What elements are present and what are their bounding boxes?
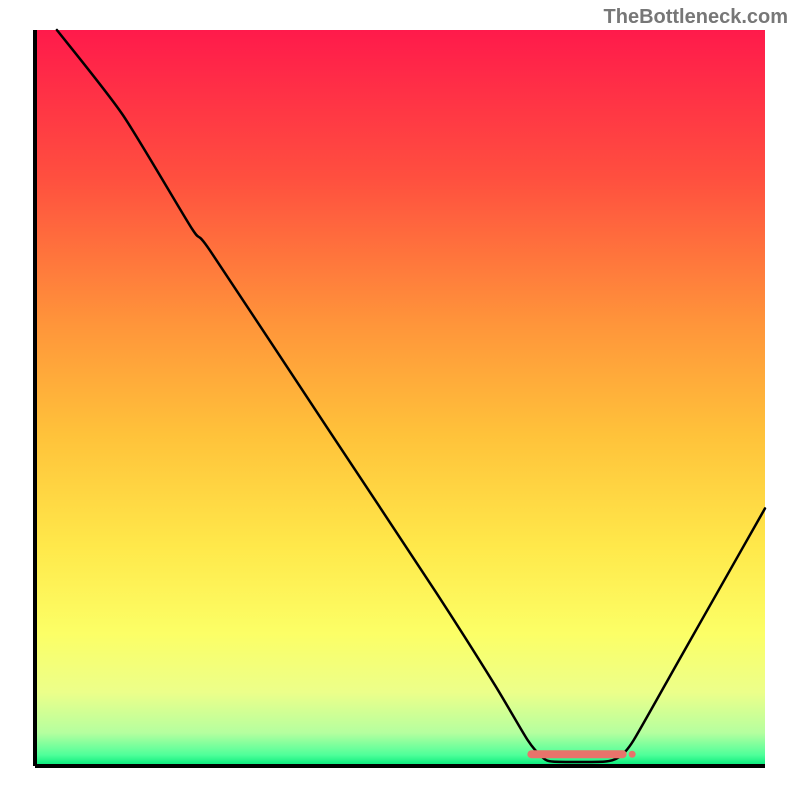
optimal-range-dot — [629, 751, 636, 758]
plot-background — [35, 30, 765, 766]
watermark-text: TheBottleneck.com — [604, 6, 788, 29]
chart-container: TheBottleneck.com — [0, 0, 800, 800]
bottleneck-chart — [0, 0, 800, 800]
